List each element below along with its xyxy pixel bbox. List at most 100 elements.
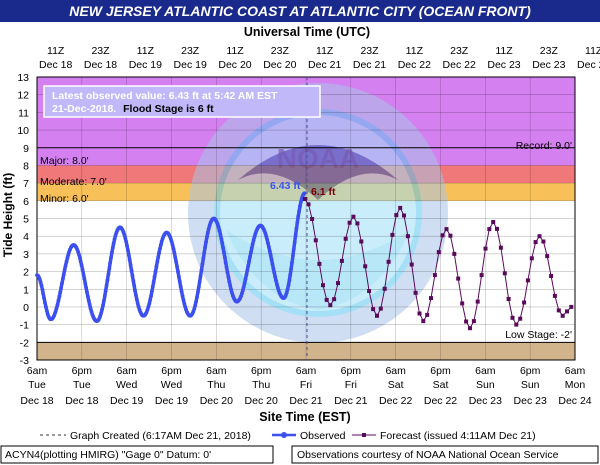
observed-point xyxy=(175,264,180,269)
y-tick-label: 3 xyxy=(23,249,29,261)
observed-point xyxy=(65,256,70,260)
footer-left-box xyxy=(0,445,274,464)
y-tick-label: 1 xyxy=(23,284,29,296)
top-tick-date: Dec 18 xyxy=(84,59,117,71)
forecast-point xyxy=(347,220,352,225)
forecast-point xyxy=(452,251,457,256)
major-label: Major: 8.0' xyxy=(40,155,89,167)
top-tick-date: Dec 21 xyxy=(353,59,386,71)
forecast-point xyxy=(541,239,546,244)
observed-point xyxy=(58,290,63,295)
observed-point xyxy=(112,237,117,242)
bottom-tick-time: 6pm xyxy=(251,365,272,377)
observed-point xyxy=(104,283,109,288)
observed-point xyxy=(98,313,103,318)
observed-point xyxy=(272,270,277,275)
forecast-point xyxy=(533,240,538,245)
forecast-point xyxy=(487,227,492,232)
observed-point xyxy=(265,237,269,242)
forecast-point xyxy=(413,290,418,295)
footer-right: Observations courtesy of NOAA National O… xyxy=(297,449,559,461)
observed-point xyxy=(295,220,300,225)
observed-point xyxy=(86,294,90,299)
forecast-point xyxy=(569,304,574,309)
bottom-tick-date: Dec 19 xyxy=(110,395,143,407)
observed-point xyxy=(99,310,104,315)
top-axis-title: Universal Time (UTC) xyxy=(244,25,370,39)
observed-point xyxy=(299,200,303,204)
top-tick-time: 11Z xyxy=(47,45,65,57)
observed-point xyxy=(292,240,297,245)
observed-point xyxy=(42,296,46,301)
observed-point xyxy=(39,283,44,288)
observed-point xyxy=(198,274,203,278)
forecast-point xyxy=(460,301,465,306)
observed-point xyxy=(293,233,298,238)
bottom-tick-date: Dec 22 xyxy=(424,395,457,407)
observed-point xyxy=(229,287,234,292)
bottom-tick-date: Dec 23 xyxy=(469,395,502,407)
observed-point xyxy=(264,234,269,239)
observed-point xyxy=(180,293,185,298)
data-series xyxy=(35,191,574,331)
forecast-point xyxy=(351,214,356,219)
observed-point xyxy=(63,263,68,268)
observed-point xyxy=(129,268,134,273)
observed-point xyxy=(59,286,63,290)
observed-point xyxy=(196,290,200,295)
info-line1: Latest observed value: 6.43 ft at 5:42 A… xyxy=(52,90,278,102)
observed-point xyxy=(216,225,221,230)
observed-point xyxy=(206,227,211,231)
forecast-point xyxy=(371,307,376,312)
observed-point xyxy=(179,289,184,294)
observed-point xyxy=(78,259,83,264)
observed-point xyxy=(80,267,85,272)
observed-point xyxy=(269,257,274,262)
observed-point xyxy=(249,246,254,250)
bottom-tick-time: 6pm xyxy=(520,365,541,377)
observed-point xyxy=(248,254,252,259)
forecast-point xyxy=(355,221,360,226)
forecast-point xyxy=(510,315,515,320)
forecast-point xyxy=(317,261,322,266)
bottom-tick-day: Wed xyxy=(161,379,183,391)
top-tick-date: Dec 20 xyxy=(263,59,296,71)
observed-point xyxy=(57,294,62,299)
observed-point xyxy=(85,290,89,295)
observed-point xyxy=(83,281,88,285)
observed-point xyxy=(288,272,293,277)
observed-point xyxy=(146,305,151,309)
forecast-point xyxy=(495,226,499,231)
y-tick-label: 10 xyxy=(17,125,29,137)
observed-point xyxy=(110,245,115,250)
observed-point xyxy=(195,295,199,299)
observed-point xyxy=(286,283,291,287)
top-tick-date: Dec 21 xyxy=(308,59,341,71)
observed-point xyxy=(205,230,210,235)
bottom-tick-time: 6am xyxy=(116,365,137,377)
observed-point xyxy=(241,285,246,289)
forecast-point xyxy=(367,289,372,293)
svg-text:21-Dec-2018. Flood Stage: 21-Dec-2018. Flood Stage is 6 ft xyxy=(52,103,214,115)
observed-point xyxy=(61,272,66,277)
observed-point xyxy=(135,301,140,306)
observed-point xyxy=(240,288,245,293)
bottom-tick-day: Sun xyxy=(476,379,495,391)
bottom-tick-date: Dec 19 xyxy=(155,395,188,407)
bottom-tick-day: Tue xyxy=(28,379,46,391)
y-tick-label: 12 xyxy=(17,90,29,102)
bottom-tick-time: 6am xyxy=(385,365,406,377)
observed-point xyxy=(275,285,280,290)
bottom-tick-date: Dec 24 xyxy=(558,395,591,407)
y-axis-title: Tide Height (ft) xyxy=(1,173,15,257)
forecast-point xyxy=(456,276,461,281)
observed-point xyxy=(228,283,233,288)
top-axis: 11Z Dec 18 23Z Dec 18 11Z Dec 19 23Z Dec 19 11Z D… xyxy=(39,45,600,71)
bottom-tick-date: Dec 18 xyxy=(20,395,53,407)
observed-point xyxy=(86,298,91,303)
top-tick-time: 11Z xyxy=(585,45,600,57)
forecast-point xyxy=(409,262,414,267)
observed-point xyxy=(199,268,204,272)
observed-point xyxy=(150,284,155,289)
